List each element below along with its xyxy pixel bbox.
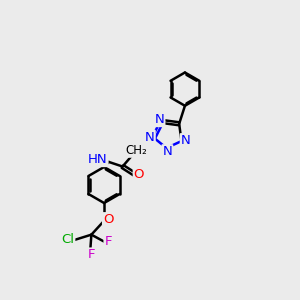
- Text: CH₂: CH₂: [126, 144, 147, 157]
- Text: N: N: [163, 145, 172, 158]
- Text: HN: HN: [88, 153, 108, 166]
- Text: Cl: Cl: [61, 233, 74, 246]
- Text: N: N: [181, 134, 190, 147]
- Text: N: N: [145, 131, 155, 144]
- Text: F: F: [88, 248, 95, 262]
- Text: O: O: [103, 213, 113, 226]
- Text: N: N: [155, 113, 164, 126]
- Text: F: F: [104, 235, 112, 248]
- Text: O: O: [134, 168, 144, 181]
